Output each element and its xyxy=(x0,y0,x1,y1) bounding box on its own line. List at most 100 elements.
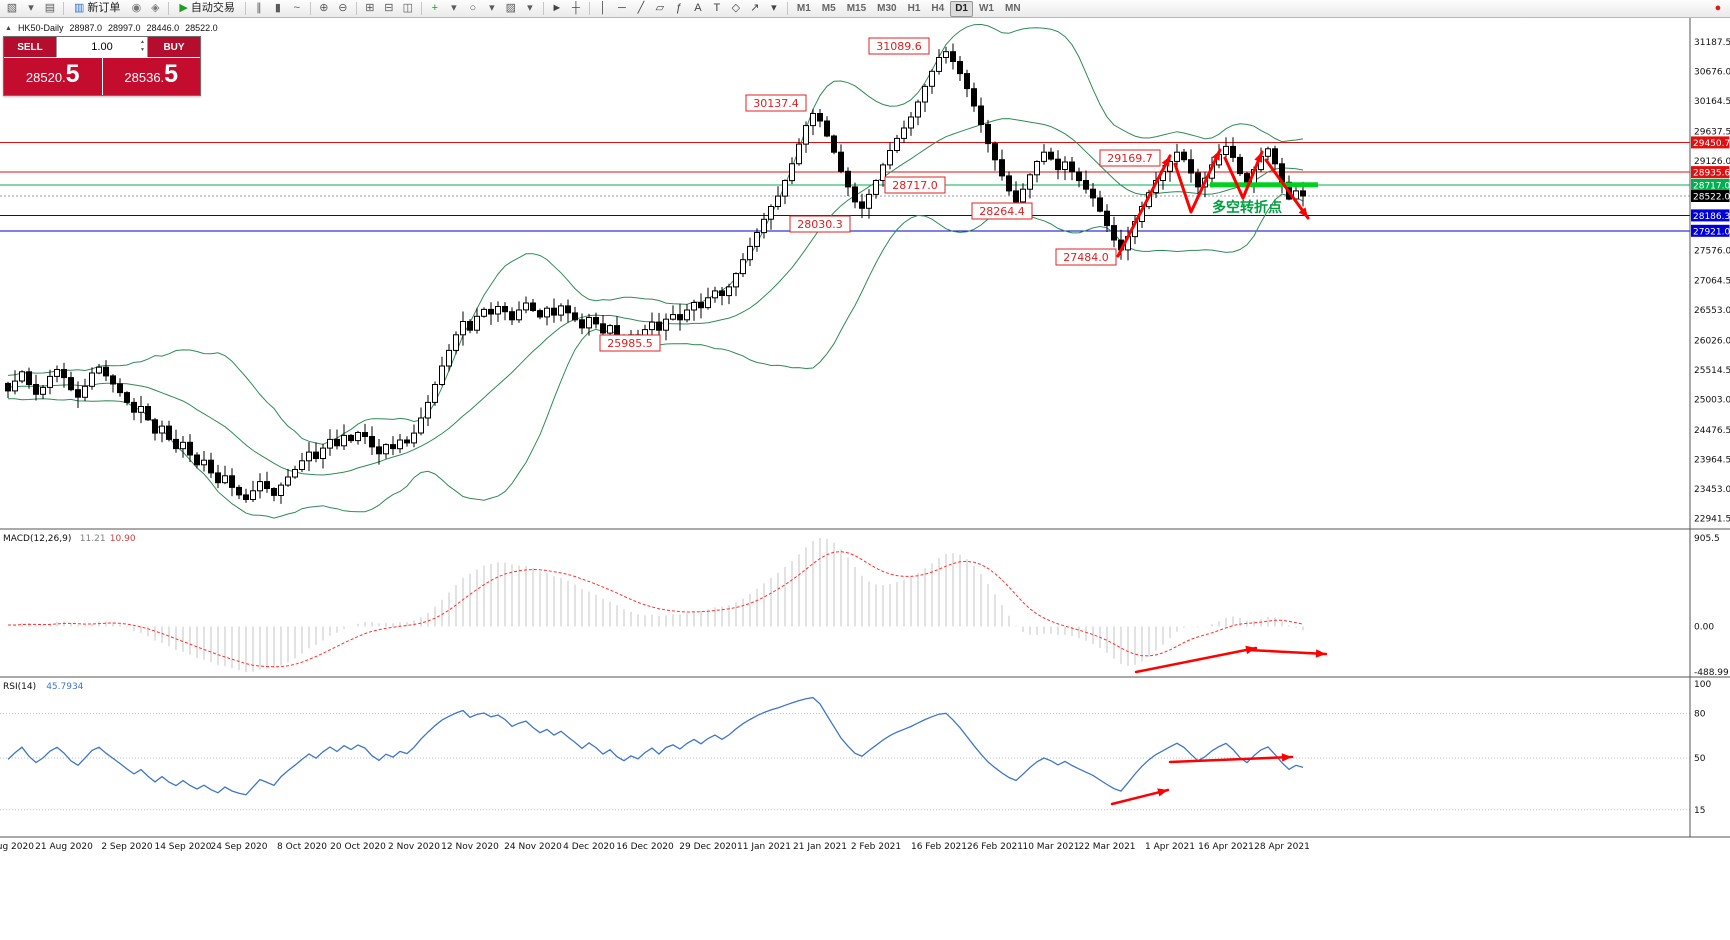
new-chart-icon[interactable]: ▧ xyxy=(6,2,18,14)
svg-text:1 Aug 2020: 1 Aug 2020 xyxy=(0,842,34,852)
trend-arrows xyxy=(1116,148,1310,258)
price-axis: 31187.5 30676.0 30164.5 29637.5 29126.0 27576… xyxy=(1691,38,1730,525)
ohlc-high: 28997.0 xyxy=(108,23,141,33)
svg-text:-488.99: -488.99 xyxy=(1694,668,1729,678)
timeframe-m5[interactable]: M5 xyxy=(821,2,836,14)
timeframe-h1[interactable]: H1 xyxy=(907,2,921,14)
channel-icon[interactable]: ▱ xyxy=(655,2,665,14)
svg-text:28186.3: 28186.3 xyxy=(1693,212,1730,222)
svg-text:25985.5: 25985.5 xyxy=(607,337,653,350)
svg-text:26026.0: 26026.0 xyxy=(1694,336,1730,346)
toolbar-separator xyxy=(244,2,246,15)
svg-text:15: 15 xyxy=(1694,806,1705,816)
svg-text:23453.0: 23453.0 xyxy=(1694,485,1730,495)
cascade-windows-icon[interactable]: ⊟ xyxy=(384,2,394,14)
new-order-button[interactable]: ▥ 新订单 xyxy=(68,1,126,17)
svg-text:24 Sep 2020: 24 Sep 2020 xyxy=(210,842,267,852)
buy-label[interactable]: BUY xyxy=(148,37,200,57)
svg-text:27484.0: 27484.0 xyxy=(1063,251,1109,264)
profiles-icon[interactable]: ▤ xyxy=(44,2,56,14)
svg-text:25514.5: 25514.5 xyxy=(1694,366,1730,376)
rsi-pane: RSI(14) 45.7934 100 80 50 15 xyxy=(0,680,1711,816)
price-callouts: 31089.6 30137.4 29169.7 28717.0 28264.4 28030… xyxy=(599,37,1161,352)
fibonacci-icon[interactable]: ƒ xyxy=(675,2,682,14)
volume-up-icon[interactable]: ▲ xyxy=(140,39,145,45)
svg-text:16 Dec 2020: 16 Dec 2020 xyxy=(616,842,674,852)
svg-text:16 Apr 2021: 16 Apr 2021 xyxy=(1198,842,1254,852)
svg-text:100: 100 xyxy=(1694,680,1711,690)
volume-value: 1.00 xyxy=(91,41,113,53)
pane-frame xyxy=(0,17,1730,838)
autotrade-button[interactable]: ▶ 自动交易 xyxy=(173,1,240,17)
timeframe-d1[interactable]: D1 xyxy=(950,0,973,17)
timeframe-m30[interactable]: M30 xyxy=(877,2,897,14)
line-chart-icon[interactable]: ~ xyxy=(293,2,301,14)
chart-symbol-row: ▲ HK50-Daily 28987.0 28997.0 28446.0 285… xyxy=(5,23,218,33)
arrow-tool-icon[interactable]: ↗ xyxy=(750,2,760,14)
timeframe-h4[interactable]: H4 xyxy=(931,2,945,14)
sell-button[interactable]: 28520. 5 xyxy=(4,58,102,95)
vertical-line-icon[interactable]: │ xyxy=(599,2,607,14)
toolbar-separator xyxy=(168,2,170,15)
timeframe-w1[interactable]: W1 xyxy=(978,2,994,14)
indicators-icon[interactable]: + xyxy=(431,2,439,14)
svg-text:29637.5: 29637.5 xyxy=(1694,128,1730,138)
community-icon[interactable]: ● xyxy=(1714,2,1722,14)
svg-text:28030.3: 28030.3 xyxy=(797,218,843,231)
symbol-name: HK50-Daily xyxy=(17,23,64,33)
svg-text:27576.0: 27576.0 xyxy=(1694,247,1730,257)
macd-value-signal: 10.90 xyxy=(110,534,136,544)
timeframe-m15[interactable]: M15 xyxy=(846,2,867,14)
mailbox-icon[interactable]: ◈ xyxy=(151,2,160,14)
cursor-icon[interactable]: ► xyxy=(551,2,563,14)
volume-input[interactable]: 1.00 ▲ ▼ xyxy=(56,37,148,57)
svg-text:24 Nov 2020: 24 Nov 2020 xyxy=(504,842,562,852)
timeframe-m1[interactable]: M1 xyxy=(796,2,811,14)
zoom-in-icon[interactable]: ⊕ xyxy=(319,2,329,14)
candlestick-chart-icon[interactable]: ▮ xyxy=(274,2,281,14)
templates-icon[interactable]: ▨ xyxy=(505,2,517,14)
text-icon[interactable]: A xyxy=(694,2,702,14)
svg-text:905.5: 905.5 xyxy=(1694,534,1720,544)
trendline-icon[interactable]: ╱ xyxy=(637,2,645,14)
buy-button[interactable]: 28536. 5 xyxy=(102,58,200,95)
svg-text:2 Feb 2021: 2 Feb 2021 xyxy=(851,842,901,852)
svg-text:28522.0: 28522.0 xyxy=(1693,193,1730,203)
svg-text:8 Oct 2020: 8 Oct 2020 xyxy=(277,842,327,852)
one-click-trade-widget: SELL 1.00 ▲ ▼ BUY 28520. 5 28536. 5 xyxy=(3,36,201,96)
horizontal-line-icon[interactable]: ─ xyxy=(617,2,626,14)
label-icon[interactable]: T xyxy=(713,2,721,14)
bar-chart-icon[interactable]: ∥ xyxy=(256,2,262,14)
tile-windows-icon[interactable]: ⊞ xyxy=(365,2,375,14)
alerts-icon[interactable]: ◉ xyxy=(131,2,142,14)
collapse-arrow-icon[interactable]: ▲ xyxy=(5,24,12,32)
svg-text:30676.0: 30676.0 xyxy=(1694,68,1730,78)
one-click-trading-panel: ▲ HK50-Daily 28987.0 28997.0 28446.0 285… xyxy=(3,23,218,96)
svg-text:28717.0: 28717.0 xyxy=(1693,181,1730,191)
toolbar-separator xyxy=(309,2,311,15)
ohlc-low: 28446.0 xyxy=(146,23,180,33)
turning-point-text: 多空转折点 xyxy=(1212,199,1282,216)
autotrade-button-label: 自动交易 xyxy=(190,2,235,14)
bollinger-bands xyxy=(7,23,1304,519)
zoom-out-icon[interactable]: ⊖ xyxy=(338,2,348,14)
templates-dropdown-icon[interactable]: ▾ xyxy=(527,2,533,14)
svg-text:27921.0: 27921.0 xyxy=(1693,227,1730,237)
arrange-windows-icon[interactable]: ◫ xyxy=(402,2,414,14)
timeframe-mn[interactable]: MN xyxy=(1004,2,1021,14)
chart-dropdown-icon[interactable]: ▾ xyxy=(28,2,34,14)
turning-point-bar xyxy=(1210,182,1318,188)
tools-dropdown-icon[interactable]: ▾ xyxy=(771,2,777,14)
sell-label[interactable]: SELL xyxy=(4,37,56,57)
periods-dropdown-icon[interactable]: ▾ xyxy=(489,2,495,14)
svg-text:22 Mar 2021: 22 Mar 2021 xyxy=(1078,842,1135,852)
periods-icon[interactable]: ○ xyxy=(469,2,477,14)
indicators-dropdown-icon[interactable]: ▾ xyxy=(451,2,457,14)
svg-text:28717.0: 28717.0 xyxy=(892,179,938,192)
toolbar-separator xyxy=(63,2,64,15)
volume-down-icon[interactable]: ▼ xyxy=(140,46,145,53)
shapes-icon[interactable]: ◇ xyxy=(731,2,741,14)
crosshair-icon[interactable]: ┼ xyxy=(571,2,580,14)
